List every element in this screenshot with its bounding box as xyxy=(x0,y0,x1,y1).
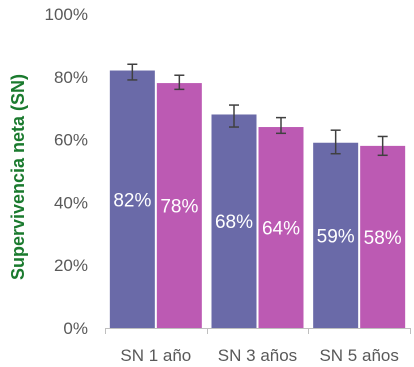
y-tick-label: 40% xyxy=(54,193,88,212)
error-bar xyxy=(174,74,185,91)
data-label: 82% xyxy=(113,190,151,211)
bar xyxy=(360,145,406,328)
x-tick-label: SN 5 años xyxy=(319,346,398,365)
bar xyxy=(109,70,155,329)
bar xyxy=(211,114,257,328)
error-bar xyxy=(330,129,341,155)
y-tick-label: 60% xyxy=(54,131,88,150)
bar xyxy=(313,142,359,328)
y-tick-label: 20% xyxy=(54,256,88,275)
y-tick-label: 80% xyxy=(54,68,88,87)
x-tick-label: SN 3 años xyxy=(218,346,297,365)
data-label: 68% xyxy=(215,212,253,233)
error-bar xyxy=(377,135,388,157)
bars: 82% 78% 68% 64% 59% 58% xyxy=(109,63,406,329)
y-axis: 0% 20% 40% 60% 80% 100% xyxy=(45,5,88,338)
bar xyxy=(156,83,202,328)
bar xyxy=(258,127,304,328)
y-tick-label: 100% xyxy=(45,5,88,24)
x-tick-label: SN 1 año xyxy=(120,346,191,365)
y-tick-label: 0% xyxy=(63,319,88,338)
data-label: 64% xyxy=(262,219,300,240)
data-label: 78% xyxy=(160,197,198,218)
data-label: 58% xyxy=(364,228,402,249)
data-label: 59% xyxy=(317,226,355,247)
y-axis-title: Supervivencia neta (SN) xyxy=(8,74,28,280)
x-axis: SN 1 año SN 3 años SN 5 años xyxy=(105,328,411,365)
error-bar xyxy=(127,63,138,81)
error-bar xyxy=(229,104,239,128)
error-bar xyxy=(276,116,286,135)
